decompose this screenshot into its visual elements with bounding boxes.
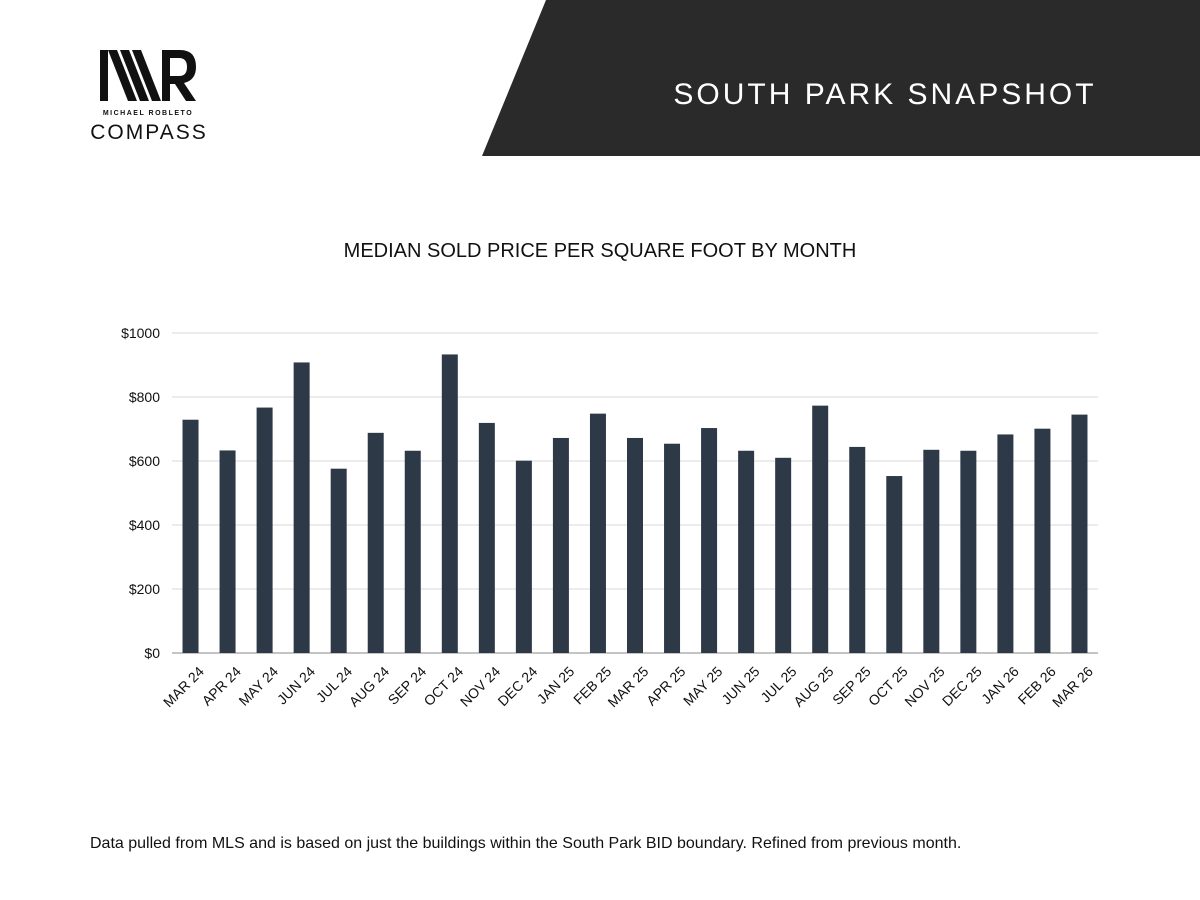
bar: [404, 450, 421, 653]
bar: [589, 413, 606, 653]
x-tick-label: NOV 25: [901, 663, 948, 710]
bar: [738, 450, 755, 653]
x-tick-label: MAY 24: [235, 663, 281, 709]
x-tick-label: NOV 24: [457, 663, 504, 710]
logo-stroke-4: [132, 50, 161, 101]
x-tick-label: JAN 26: [978, 663, 1022, 707]
bar: [664, 443, 681, 653]
bar: [627, 437, 643, 653]
header-banner-shape: [482, 0, 1200, 156]
bar: [997, 434, 1014, 653]
logo-stroke-1: [100, 50, 108, 101]
x-tick-label: MAR 26: [1049, 663, 1096, 710]
bar: [293, 362, 310, 653]
bar: [256, 407, 273, 653]
x-tick-label: JAN 25: [534, 663, 578, 707]
y-tick-label: $0: [144, 645, 160, 661]
x-tick-label: JUN 24: [274, 663, 318, 707]
y-axis-ticks: $0 $200 $400 $600 $800 $1000: [121, 325, 160, 661]
x-tick-label: DEC 24: [494, 663, 540, 709]
agent-name: MICHAEL ROBLETO: [102, 110, 194, 117]
x-tick-label: MAR 24: [160, 663, 207, 710]
x-tick-label: MAY 25: [680, 663, 726, 709]
brand-logo: [100, 50, 196, 101]
bar: [182, 419, 199, 653]
bar: [1071, 414, 1088, 653]
x-tick-label: DEC 25: [939, 663, 985, 709]
x-tick-label: JUN 25: [718, 663, 762, 707]
x-tick-label: APR 24: [199, 663, 245, 709]
company-name: COMPASS: [90, 121, 208, 144]
bar: [1034, 428, 1051, 653]
bar: [701, 428, 718, 653]
bar: [219, 450, 236, 653]
x-tick-label: AUG 24: [346, 663, 393, 710]
bar: [367, 432, 384, 653]
bar: [960, 450, 977, 653]
y-tick-label: $1000: [121, 325, 160, 341]
y-tick-label: $600: [129, 453, 160, 469]
y-tick-label: $200: [129, 581, 160, 597]
page-title: SOUTH PARK SNAPSHOT: [673, 78, 1097, 111]
footnote: Data pulled from MLS and is based on jus…: [90, 835, 962, 852]
logo-letter-r: [162, 50, 196, 101]
bar: [812, 405, 829, 653]
chart-title: MEDIAN SOLD PRICE PER SQUARE FOOT BY MON…: [343, 240, 857, 262]
bar: [552, 437, 569, 653]
x-tick-label: AUG 25: [790, 663, 837, 710]
x-tick-label: MAR 25: [604, 663, 651, 710]
bar: [478, 422, 495, 653]
bar: [330, 468, 347, 653]
logo-stroke-2: [108, 50, 137, 101]
bar: [849, 446, 866, 653]
bars: [182, 354, 1088, 653]
bar: [886, 476, 903, 653]
bar: [515, 460, 532, 653]
bar: [923, 449, 940, 653]
x-tick-label: APR 25: [643, 663, 689, 709]
logo-stroke-3: [120, 50, 149, 101]
bar: [775, 457, 792, 653]
y-tick-label: $400: [129, 517, 160, 533]
bar: [441, 354, 458, 653]
y-tick-label: $800: [129, 389, 160, 405]
header-banner: [482, 0, 1200, 156]
